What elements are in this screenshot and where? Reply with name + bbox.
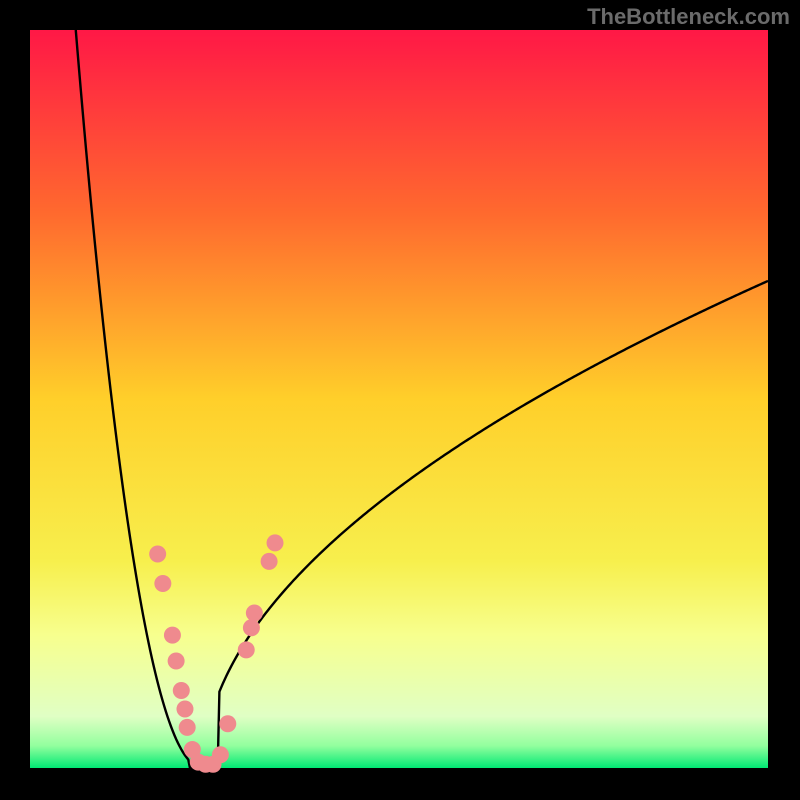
data-marker — [243, 619, 260, 636]
data-marker — [164, 627, 181, 644]
watermark-label: TheBottleneck.com — [587, 4, 790, 30]
data-marker — [168, 652, 185, 669]
data-marker — [212, 746, 229, 763]
data-marker — [149, 545, 166, 562]
bottleneck-chart — [0, 0, 800, 800]
gradient-background — [30, 30, 768, 768]
data-marker — [173, 682, 190, 699]
data-marker — [246, 605, 263, 622]
data-marker — [179, 719, 196, 736]
data-marker — [261, 553, 278, 570]
data-marker — [238, 641, 255, 658]
chart-container: TheBottleneck.com — [0, 0, 800, 800]
data-marker — [267, 534, 284, 551]
data-marker — [154, 575, 171, 592]
data-marker — [219, 715, 236, 732]
data-marker — [176, 700, 193, 717]
